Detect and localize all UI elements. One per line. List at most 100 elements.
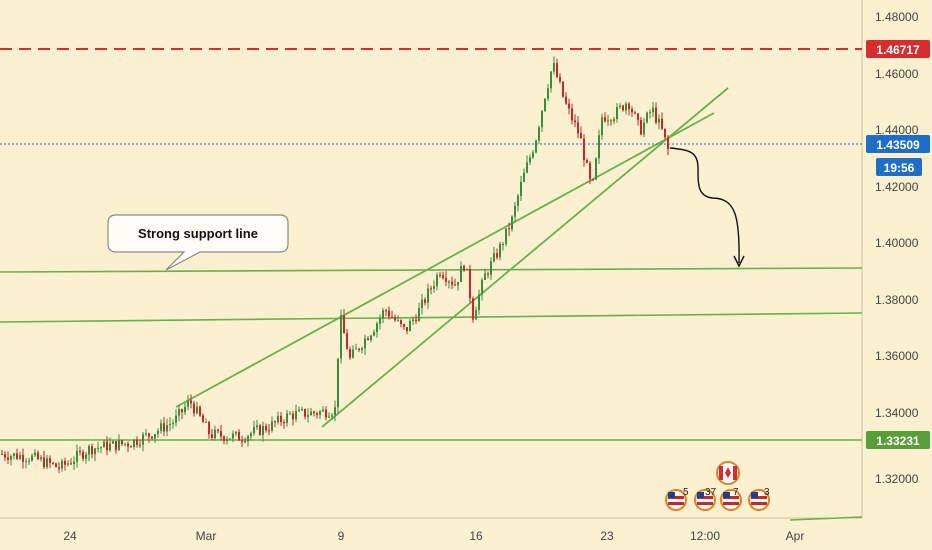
candle-body[interactable] [166,424,168,432]
canada-flag-icon[interactable] [716,461,740,485]
candle-body[interactable] [301,408,303,410]
candle-body[interactable] [286,413,288,424]
candle-body[interactable] [628,103,630,110]
candle-body[interactable] [172,422,174,424]
candle-body[interactable] [142,434,144,445]
candle-body[interactable] [496,253,498,258]
candle-body[interactable] [604,117,606,122]
candle-body[interactable] [376,323,378,332]
candle-body[interactable] [631,109,633,113]
candle-body[interactable] [208,422,210,435]
candle-body[interactable] [157,430,159,435]
candle-body[interactable] [337,358,339,408]
candle-body[interactable] [331,415,333,417]
candle-body[interactable] [184,406,186,413]
candle-body[interactable] [514,205,516,217]
candle-body[interactable] [250,433,252,437]
candle-body[interactable] [28,460,30,462]
candle-body[interactable] [556,63,558,78]
candle-body[interactable] [472,298,474,320]
candle-body[interactable] [79,450,81,452]
support-line-upper[interactable] [0,267,863,273]
candle-body[interactable] [244,441,246,443]
candle-body[interactable] [379,317,381,324]
candle-body[interactable] [154,434,156,439]
candle-body[interactable] [187,400,189,407]
candle-body[interactable] [229,438,231,440]
candle-body[interactable] [499,244,501,258]
candle-body[interactable] [544,98,546,111]
candle-body[interactable] [439,274,441,276]
projection-arrow-path[interactable] [669,147,740,264]
candle-body[interactable] [292,413,294,420]
candle-body[interactable] [481,279,483,295]
candle-body[interactable] [565,96,567,104]
candle-body[interactable] [469,268,471,299]
candle-body[interactable] [547,88,549,99]
candle-body[interactable] [238,431,240,441]
candle-body[interactable] [589,162,591,180]
candle-body[interactable] [382,310,384,318]
candle-body[interactable] [340,315,342,359]
candle-body[interactable] [511,216,513,230]
candle-body[interactable] [607,120,609,122]
candle-body[interactable] [127,443,129,447]
candle-body[interactable] [478,294,480,311]
candle-body[interactable] [256,425,258,428]
candle-body[interactable] [217,429,219,432]
candle-body[interactable] [427,288,429,303]
candle-body[interactable] [121,440,123,444]
candle-body[interactable] [82,451,84,459]
candle-body[interactable] [274,421,276,423]
candle-body[interactable] [346,333,348,350]
candle-body[interactable] [73,461,75,465]
candle-body[interactable] [424,299,426,303]
candle-body[interactable] [193,403,195,414]
candle-body[interactable] [649,112,651,114]
candle-body[interactable] [550,71,552,89]
candle-body[interactable] [265,425,267,431]
candle-body[interactable] [562,81,564,97]
candle-body[interactable] [403,324,405,328]
candle-body[interactable] [355,348,357,350]
candle-body[interactable] [532,152,534,158]
candle-body[interactable] [40,457,42,460]
candle-body[interactable] [235,431,237,434]
candle-body[interactable] [397,320,399,322]
candle-body[interactable] [310,411,312,416]
candle-body[interactable] [67,463,69,465]
candle-body[interactable] [319,411,321,415]
candle-body[interactable] [178,409,180,416]
countdown-tag[interactable]: 19:56 [876,158,922,176]
candle-body[interactable] [253,427,255,434]
candle-body[interactable] [58,467,60,469]
candle-body[interactable] [508,228,510,230]
candle-body[interactable] [181,409,183,413]
candle-body[interactable] [22,455,24,462]
candle-body[interactable] [280,415,282,423]
candle-body[interactable] [415,319,417,322]
candle-body[interactable] [493,253,495,262]
candle-body[interactable] [316,413,318,415]
candle-body[interactable] [487,273,489,275]
candle-body[interactable] [385,310,387,312]
candle-body[interactable] [448,281,450,283]
candle-body[interactable] [643,122,645,135]
candle-body[interactable] [664,128,666,138]
candle-body[interactable] [364,338,366,349]
candle-body[interactable] [130,446,132,448]
candle-body[interactable] [595,158,597,180]
candle-body[interactable] [559,77,561,82]
candle-body[interactable] [334,407,336,416]
candle-body[interactable] [451,281,453,285]
candle-body[interactable] [139,444,141,446]
candle-body[interactable] [283,422,285,424]
candle-body[interactable] [619,105,621,108]
candle-body[interactable] [517,195,519,206]
candle-body[interactable] [232,433,234,439]
candle-body[interactable] [214,429,216,438]
candle-body[interactable] [343,315,345,334]
candle-body[interactable] [4,454,6,458]
candle-body[interactable] [64,460,66,465]
candle-body[interactable] [304,408,306,417]
